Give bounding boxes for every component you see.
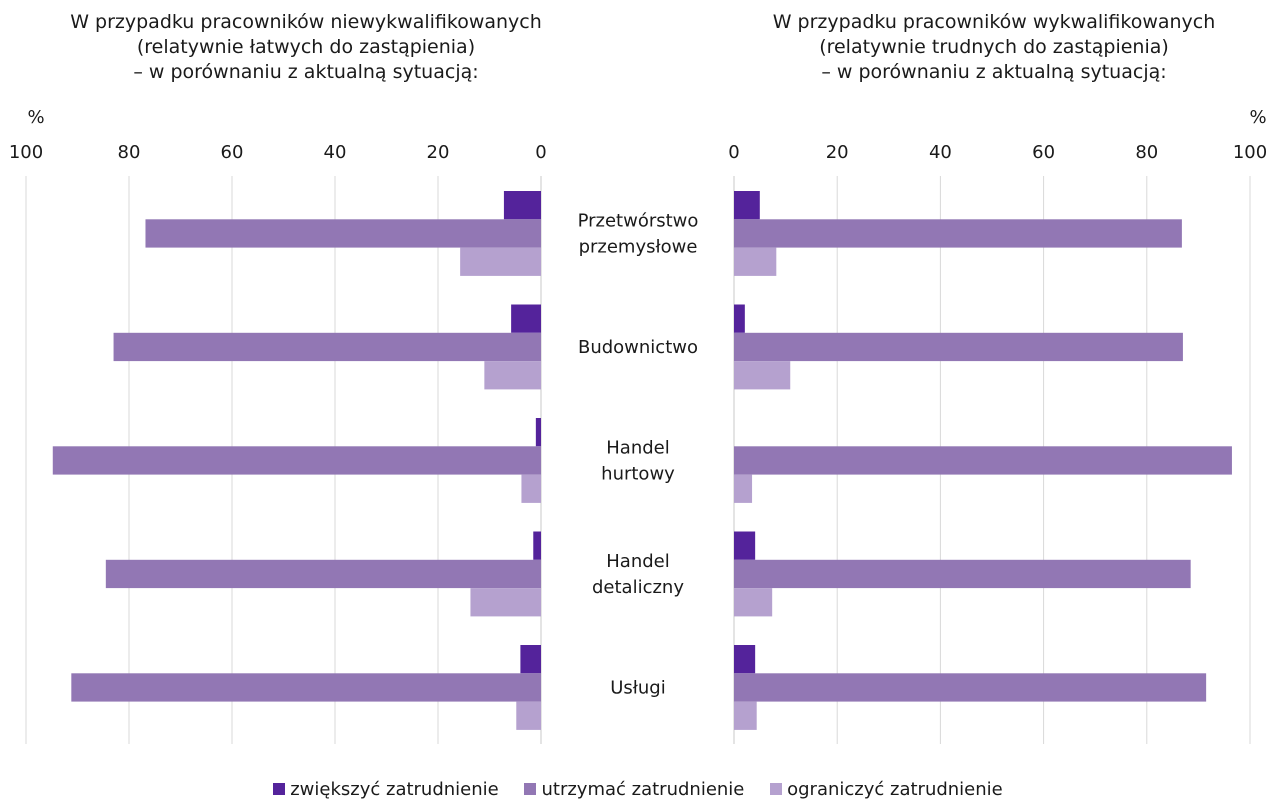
left-title-line-3: – w porównaniu z aktualną sytuacją: xyxy=(133,61,479,83)
right-title-line-3: – w porównaniu z aktualną sytuacją: xyxy=(821,61,1167,83)
chart-legend: zwiększyć zatrudnienie utrzymać zatrudni… xyxy=(0,779,1276,801)
right-bar-increase-1 xyxy=(734,304,745,333)
category-label-0-line-0: Przetwórstwo xyxy=(578,210,699,231)
right-title-line-1: W przypadku pracowników wykwalifikowanyc… xyxy=(772,11,1216,33)
right-bar-reduce-3 xyxy=(734,588,773,617)
employment-chart: 100 80 60 40 20 0% 0 20 40 60 80 100% Przetwórstwo pr… xyxy=(9,107,1267,744)
left-tick-label-60: 60 xyxy=(221,142,244,163)
right-tick-label-20: 20 xyxy=(826,142,849,163)
right-bar-increase-4 xyxy=(734,645,756,674)
left-tick-label-20: 20 xyxy=(427,142,450,163)
category-label-3-line-0: Handel xyxy=(606,551,669,572)
right-bar-reduce-4 xyxy=(734,701,757,730)
right-tick-label-80: 80 xyxy=(1135,142,1158,163)
left-bar-maintain-0 xyxy=(145,219,542,248)
right-tick-label-0: 0 xyxy=(728,142,739,163)
left-bar-reduce-2 xyxy=(521,474,541,503)
right-tick-label-100: 100 xyxy=(1233,142,1267,163)
category-label-3-line-1: detaliczny xyxy=(592,577,684,598)
legend-item-maintain: utrzymać zatrudnienie xyxy=(524,779,744,801)
left-bar-maintain-4 xyxy=(71,673,541,702)
left-title-line-2: (relatywnie łatwych do zastąpienia) xyxy=(136,36,476,58)
left-axis-unit-label: % xyxy=(27,107,44,128)
legend-label-maintain: utrzymać zatrudnienie xyxy=(541,779,745,800)
left-bar-maintain-1 xyxy=(113,332,542,362)
category-label-4-line-0: Usługi xyxy=(610,677,666,698)
category-label-0-line-1: przemysłowe xyxy=(579,236,698,257)
category-label-2-line-0: Handel xyxy=(606,437,669,458)
right-title-line-2: (relatywnie trudnych do zastąpienia) xyxy=(819,36,1169,58)
legend-label-increase: zwiększyć zatrudnienie xyxy=(290,779,499,800)
legend-swatch-reduce xyxy=(770,783,783,795)
right-bar-maintain-4 xyxy=(734,673,1207,702)
left-tick-label-100: 100 xyxy=(9,142,43,163)
right-bar-maintain-3 xyxy=(734,559,1191,589)
left-panel-title: W przypadku pracowników niewykwalifikowa… xyxy=(26,10,586,85)
legend-swatch-increase xyxy=(273,783,286,795)
legend-item-reduce: ograniczyć zatrudnienie xyxy=(770,779,1003,801)
right-axis-unit-label: % xyxy=(1249,107,1266,128)
left-bar-increase-4 xyxy=(520,645,541,674)
right-bar-maintain-1 xyxy=(734,332,1183,362)
left-title-line-1: W przypadku pracowników niewykwalifikowa… xyxy=(70,11,542,33)
legend-swatch-maintain xyxy=(524,783,537,795)
left-bar-increase-2 xyxy=(535,418,541,447)
left-bar-reduce-4 xyxy=(516,701,541,730)
right-panel-title: W przypadku pracowników wykwalifikowanyc… xyxy=(714,10,1274,85)
left-bar-increase-0 xyxy=(503,191,541,220)
right-bar-reduce-1 xyxy=(734,361,791,390)
right-bar-increase-0 xyxy=(734,191,760,220)
left-tick-label-0: 0 xyxy=(535,142,546,163)
left-bar-reduce-1 xyxy=(484,361,541,390)
right-tick-label-60: 60 xyxy=(1032,142,1055,163)
right-bar-maintain-2 xyxy=(734,446,1232,475)
left-bar-increase-3 xyxy=(533,531,541,560)
left-bar-reduce-3 xyxy=(470,588,541,617)
left-bar-reduce-0 xyxy=(460,247,541,276)
category-label-1-line-0: Budownictwo xyxy=(578,337,698,358)
right-bar-reduce-0 xyxy=(734,247,777,276)
left-bar-maintain-2 xyxy=(52,446,541,475)
left-tick-label-80: 80 xyxy=(118,142,141,163)
right-tick-label-40: 40 xyxy=(929,142,952,163)
left-bar-increase-1 xyxy=(511,304,541,333)
right-bar-maintain-0 xyxy=(734,219,1182,248)
left-bar-maintain-3 xyxy=(105,559,541,589)
right-bar-reduce-2 xyxy=(734,474,753,503)
category-label-2-line-1: hurtowy xyxy=(601,463,675,484)
legend-label-reduce: ograniczyć zatrudnienie xyxy=(787,779,1003,800)
legend-item-increase: zwiększyć zatrudnienie xyxy=(273,779,499,801)
right-bar-increase-3 xyxy=(734,531,756,560)
left-tick-label-40: 40 xyxy=(324,142,347,163)
